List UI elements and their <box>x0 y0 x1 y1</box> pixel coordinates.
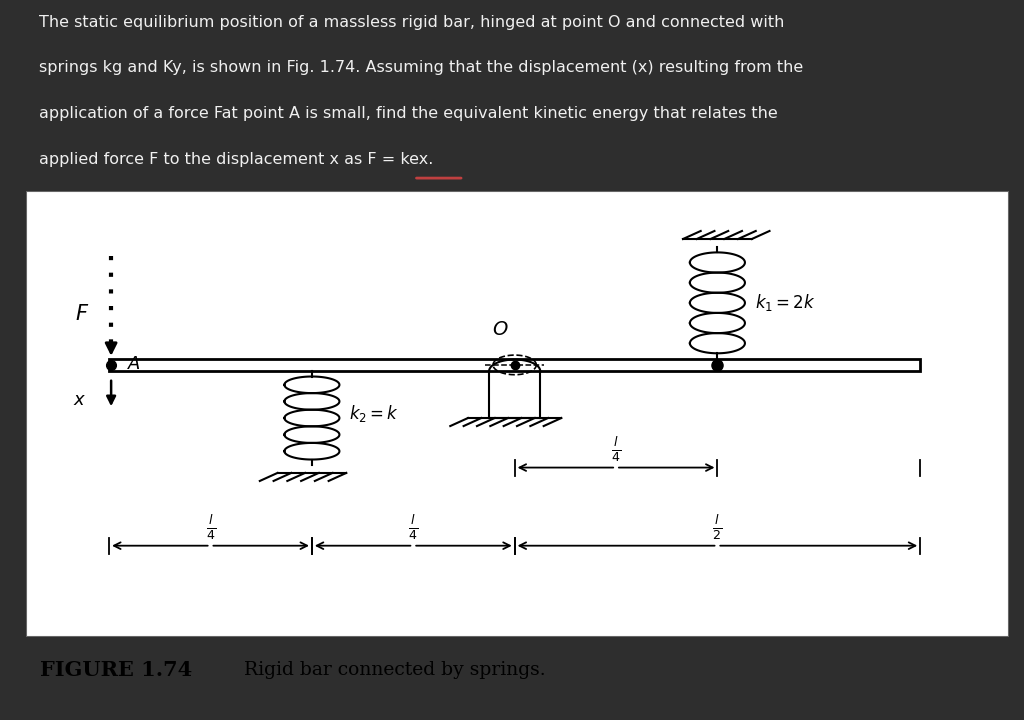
Text: $\frac{l}{4}$: $\frac{l}{4}$ <box>206 513 215 542</box>
Text: $A$: $A$ <box>127 355 141 373</box>
Text: $O$: $O$ <box>492 320 508 338</box>
Text: Rigid bar connected by springs.: Rigid bar connected by springs. <box>232 661 546 678</box>
Text: $k_1 = 2k$: $k_1 = 2k$ <box>755 292 815 313</box>
Text: application of a force Fat point A is small, find the equivalent kinetic energy : application of a force Fat point A is sm… <box>39 107 777 122</box>
Text: FIGURE 1.74: FIGURE 1.74 <box>40 660 193 680</box>
Bar <box>110 359 921 371</box>
Text: $F$: $F$ <box>75 304 89 324</box>
Text: $\frac{l}{2}$: $\frac{l}{2}$ <box>713 513 722 542</box>
Text: springs kg and Ky, is shown in Fig. 1.74. Assuming that the displacement (x) res: springs kg and Ky, is shown in Fig. 1.74… <box>39 60 803 76</box>
Text: $k_2 = k$: $k_2 = k$ <box>349 403 399 424</box>
Text: The static equilibrium position of a massless rigid bar, hinged at point O and c: The static equilibrium position of a mas… <box>39 14 784 30</box>
Text: applied force F to the displacement x as F = kex.: applied force F to the displacement x as… <box>39 152 433 167</box>
Text: $\frac{l}{4}$: $\frac{l}{4}$ <box>409 513 418 542</box>
Text: $x$: $x$ <box>74 391 87 409</box>
Text: $\frac{l}{4}$: $\frac{l}{4}$ <box>611 435 621 464</box>
